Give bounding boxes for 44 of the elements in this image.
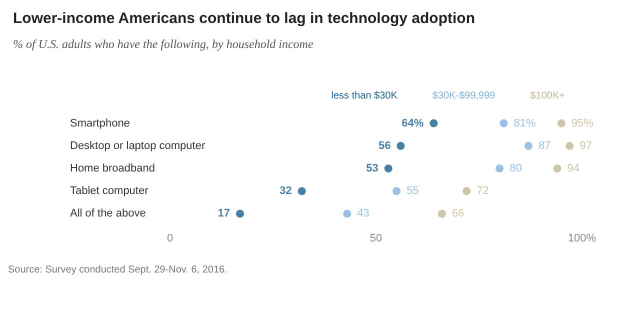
text: less than $30K [331,90,398,102]
point [430,119,438,128]
y-tick-label: Tablet computer [70,185,149,198]
point [396,142,405,150]
y-tick-label: All of the above [70,208,146,220]
data-label: 97 [580,140,592,152]
point [343,210,352,218]
chart-subtitle: % of U.S. adults who have the following, by household income [13,37,314,51]
data-label: 87 [538,140,551,152]
data-label: 80 [510,162,522,174]
data-label: 56 [378,140,391,152]
point [557,119,566,128]
data-label: 17 [218,208,230,220]
point [462,187,471,196]
point [438,210,446,218]
data-label: 81% [514,117,536,130]
data-label: 32 [280,185,292,198]
chart-title: Lower-income Americans continue to lag in technology adoption [13,10,475,27]
point [553,164,562,172]
point [524,142,532,150]
x-tick-label: 100% [568,232,596,244]
point [392,187,401,196]
x-tick-label: 50 [370,232,382,244]
point [384,164,392,172]
point [566,142,574,150]
point [236,210,244,218]
y-tick-label: Desktop or laptop computer [70,140,206,152]
y-tick-label: Smartphone [70,117,130,130]
source-note: Source: Survey conducted Sept. 29-Nov. 6, 2016. [8,264,228,276]
data-label: 53 [366,162,378,174]
point [500,119,508,128]
data-label: 55 [406,185,419,198]
data-label: 64% [402,117,424,130]
point [496,164,504,172]
data-label: 72 [476,185,489,198]
data-label: 66 [452,208,464,220]
x-tick-label: 0 [166,232,174,244]
series-label: $30K-$99,999 [432,90,496,102]
series-label: $100K+ [530,90,566,102]
data-label: 94 [567,162,580,174]
data-label: 95% [571,117,594,130]
y-tick-label: Home broadband [70,162,156,174]
point [298,187,306,196]
data-label: 43 [357,208,370,220]
